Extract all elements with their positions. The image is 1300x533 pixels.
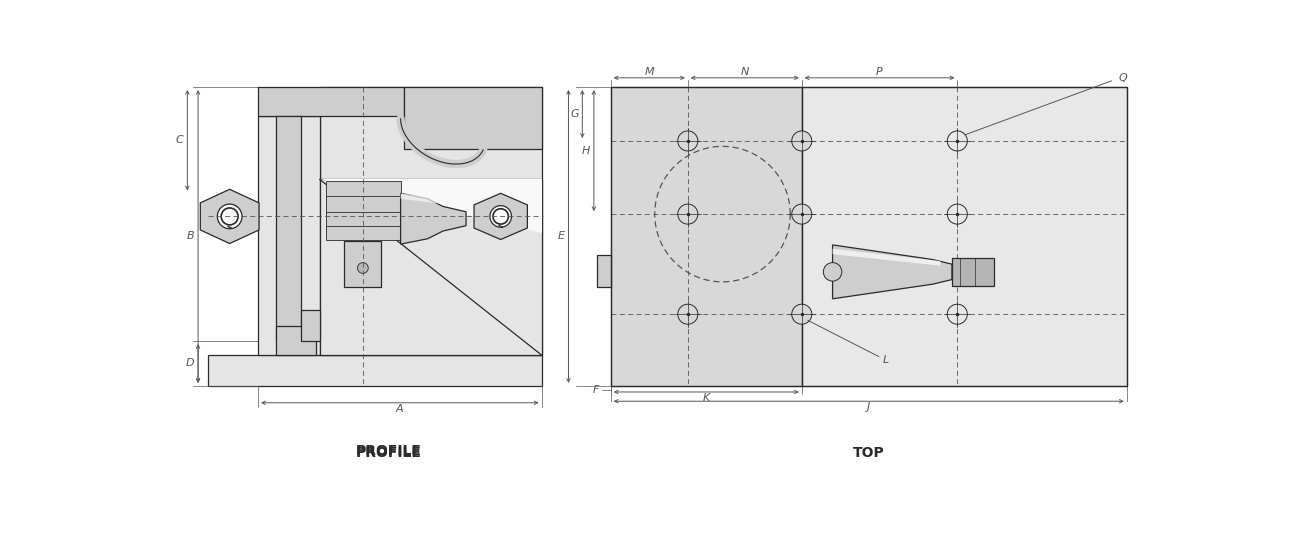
Polygon shape [832, 249, 940, 265]
Polygon shape [276, 326, 316, 355]
Text: TOP: TOP [853, 446, 884, 460]
Polygon shape [832, 245, 952, 299]
Polygon shape [320, 180, 542, 355]
Polygon shape [320, 87, 542, 355]
Polygon shape [611, 87, 802, 386]
Text: P: P [876, 67, 883, 77]
Circle shape [358, 263, 368, 273]
Text: J: J [867, 402, 871, 413]
Circle shape [948, 204, 967, 224]
Circle shape [948, 304, 967, 324]
Polygon shape [300, 310, 320, 341]
Text: G: G [571, 109, 578, 119]
Text: Q: Q [1119, 73, 1128, 83]
Circle shape [677, 131, 698, 151]
Circle shape [677, 304, 698, 324]
Polygon shape [474, 193, 528, 239]
Polygon shape [326, 212, 400, 227]
Polygon shape [404, 87, 542, 149]
Text: M: M [645, 67, 654, 77]
Polygon shape [326, 181, 400, 198]
Polygon shape [400, 193, 443, 204]
Polygon shape [400, 193, 465, 244]
Polygon shape [326, 196, 400, 213]
Circle shape [217, 204, 242, 229]
Text: B: B [187, 231, 194, 241]
Polygon shape [259, 116, 320, 355]
Text: C: C [176, 135, 183, 145]
Text: H: H [582, 146, 590, 156]
Circle shape [792, 304, 811, 324]
Text: D: D [186, 359, 195, 368]
Circle shape [677, 204, 698, 224]
Polygon shape [326, 225, 400, 239]
Polygon shape [802, 87, 1127, 386]
Polygon shape [276, 116, 300, 341]
Polygon shape [208, 355, 542, 386]
Text: K: K [703, 393, 710, 403]
Circle shape [823, 263, 842, 281]
Text: PROFILE: PROFILE [356, 445, 422, 458]
Circle shape [490, 206, 511, 227]
Circle shape [948, 131, 967, 151]
Polygon shape [320, 180, 542, 233]
Text: A: A [396, 404, 403, 414]
Polygon shape [344, 241, 381, 287]
Text: L: L [883, 356, 889, 366]
Circle shape [792, 204, 811, 224]
Polygon shape [952, 258, 995, 286]
Polygon shape [200, 189, 259, 244]
Text: N: N [741, 67, 749, 77]
Circle shape [792, 131, 811, 151]
Text: PROFILE: PROFILE [356, 446, 422, 460]
Polygon shape [259, 87, 404, 116]
Text: F: F [593, 385, 598, 394]
Text: E: E [558, 231, 564, 241]
Polygon shape [597, 255, 611, 287]
